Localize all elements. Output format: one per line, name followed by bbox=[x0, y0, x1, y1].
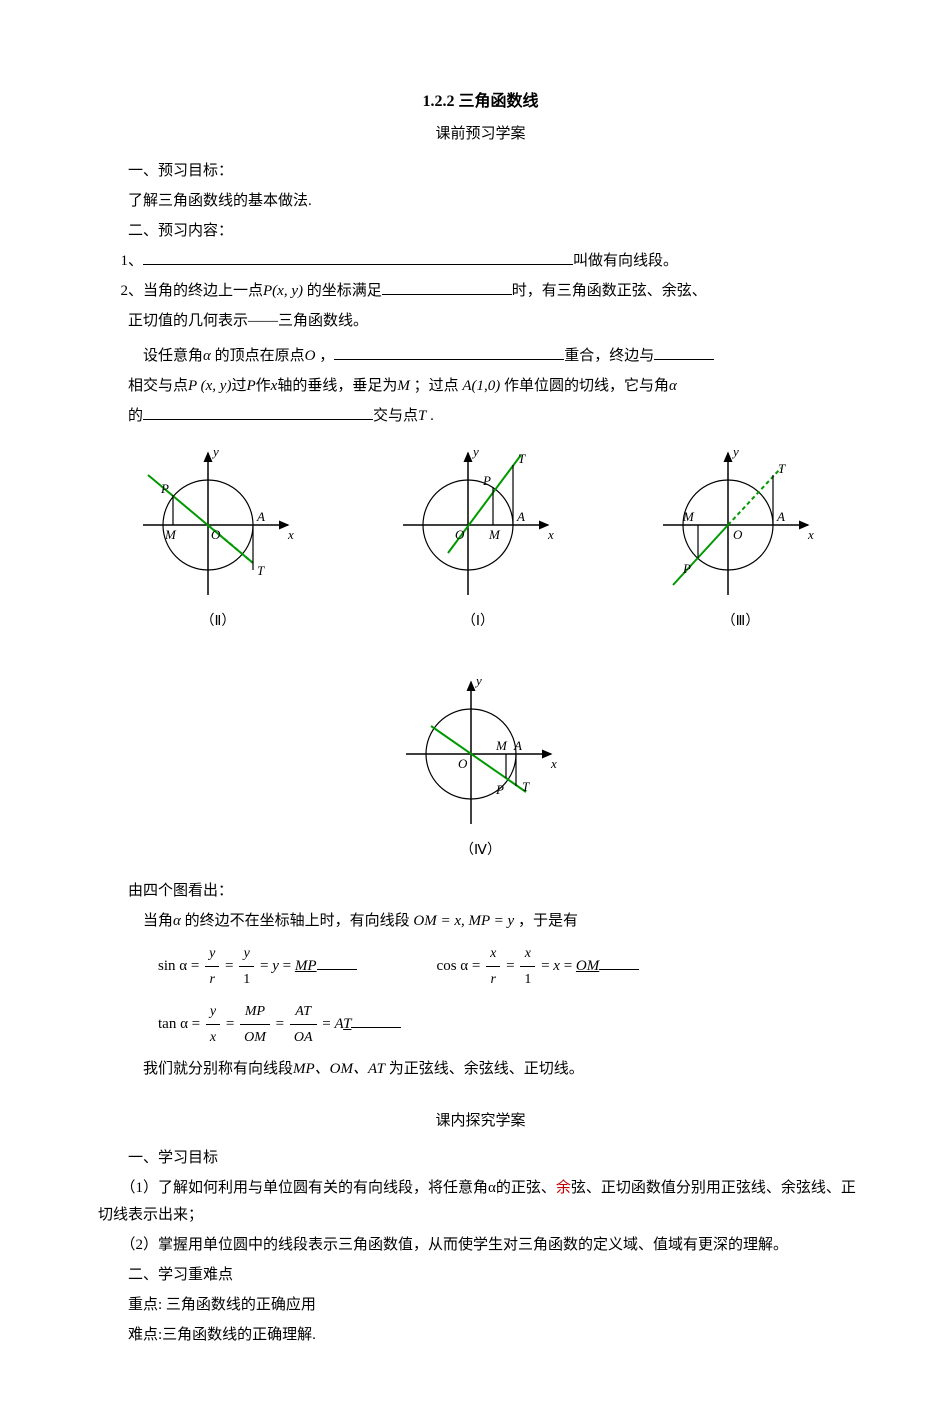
diagram-4: y x P M O A T （Ⅳ） bbox=[396, 674, 566, 863]
diagram-2: y x P M O A T （Ⅱ） bbox=[133, 445, 303, 634]
svg-text:O: O bbox=[458, 756, 468, 771]
question-2-line2: 正切值的几何表示——三角函数线。 bbox=[98, 308, 863, 335]
svg-text:T: T bbox=[778, 461, 786, 476]
inclass-dif-header: 二、学习重难点 bbox=[98, 1262, 863, 1289]
question-2-line1: 2、当角的终边上一点P(x, y) 的坐标满足时，有三角函数正弦、余弦、 bbox=[98, 278, 863, 305]
diagrams-container: y x P M O A T （Ⅱ） y x P M O A T （Ⅰ） bbox=[98, 445, 863, 863]
svg-text:T: T bbox=[518, 451, 526, 466]
svg-text:y: y bbox=[471, 445, 479, 459]
diagram-1-svg: y x P M O A T bbox=[393, 445, 563, 605]
objectives-header: 一、预习目标： bbox=[98, 158, 863, 185]
conclusion-1: 由四个图看出： bbox=[98, 878, 863, 905]
svg-text:A: A bbox=[516, 509, 525, 524]
main-title: 1.2.2 三角函数线 bbox=[98, 88, 863, 117]
subtitle: 课前预习学案 bbox=[98, 121, 863, 148]
question-1: 1、叫做有向线段。 bbox=[98, 248, 863, 275]
svg-text:A: A bbox=[513, 738, 522, 753]
inclass-title: 课内探究学案 bbox=[98, 1108, 863, 1135]
svg-text:M: M bbox=[488, 527, 501, 542]
svg-text:P: P bbox=[495, 782, 504, 797]
svg-text:P: P bbox=[482, 473, 491, 488]
summary: 我们就分别称有向线段MP、OM、AT 为正弦线、余弦线、正切线。 bbox=[143, 1056, 863, 1083]
inclass-keypoint: 重点: 三角函数线的正确应用 bbox=[98, 1292, 863, 1319]
svg-text:M: M bbox=[495, 738, 508, 753]
svg-text:x: x bbox=[807, 527, 814, 542]
inclass-difficulty: 难点:三角函数线的正确理解. bbox=[98, 1322, 863, 1349]
diagram-2-svg: y x P M O A T bbox=[133, 445, 303, 605]
svg-text:P: P bbox=[160, 481, 169, 496]
inclass-obj-header: 一、学习目标 bbox=[98, 1145, 863, 1172]
svg-text:O: O bbox=[455, 527, 465, 542]
svg-text:M: M bbox=[164, 527, 177, 542]
svg-text:x: x bbox=[547, 527, 554, 542]
diagram-3: y x P M O A T （Ⅲ） bbox=[653, 445, 828, 634]
svg-text:A: A bbox=[776, 509, 785, 524]
inclass-obj1: （1）了解如何利用与单位圆有关的有向线段，将任意角α的正弦、余弦、正切函数值分别… bbox=[98, 1175, 863, 1229]
svg-text:T: T bbox=[522, 779, 530, 794]
setup-line3: 的交与点T . bbox=[98, 403, 863, 430]
svg-text:O: O bbox=[211, 527, 221, 542]
svg-text:x: x bbox=[287, 527, 294, 542]
svg-text:y: y bbox=[731, 445, 739, 459]
svg-text:T: T bbox=[257, 563, 265, 578]
svg-text:y: y bbox=[474, 674, 482, 688]
diagram-4-svg: y x P M O A T bbox=[396, 674, 566, 834]
objective-1: 了解三角函数线的基本做法. bbox=[98, 188, 863, 215]
svg-text:O: O bbox=[733, 527, 743, 542]
svg-text:x: x bbox=[550, 756, 557, 771]
svg-text:y: y bbox=[211, 445, 219, 459]
svg-text:M: M bbox=[682, 509, 695, 524]
formula-tan: tan α = yx = MPOM = ATOA = AT bbox=[158, 999, 863, 1050]
inclass-obj2: （2）掌握用单位圆中的线段表示三角函数值，从而使学生对三角函数的定义域、值域有更… bbox=[121, 1232, 864, 1259]
conclusion-2: 当角α 的终边不在坐标轴上时，有向线段 OM = x, MP = y ，于是有 bbox=[143, 908, 863, 935]
diagram-3-svg: y x P M O A T bbox=[653, 445, 828, 605]
formula-sin-cos: sin α = yr = y1 = y = MP cos α = xr = x1… bbox=[158, 941, 863, 992]
svg-text:P: P bbox=[682, 561, 691, 576]
setup-line1: 设任意角α 的顶点在原点O ，重合，终边与 bbox=[98, 343, 863, 370]
setup-line2: 相交与点P (x, y)过P作x轴的垂线，垂足为M ；过点 A(1,0) 作单位… bbox=[98, 373, 863, 400]
diagram-1: y x P M O A T （Ⅰ） bbox=[393, 445, 563, 634]
content-header: 二、预习内容： bbox=[98, 218, 863, 245]
svg-text:A: A bbox=[256, 509, 265, 524]
